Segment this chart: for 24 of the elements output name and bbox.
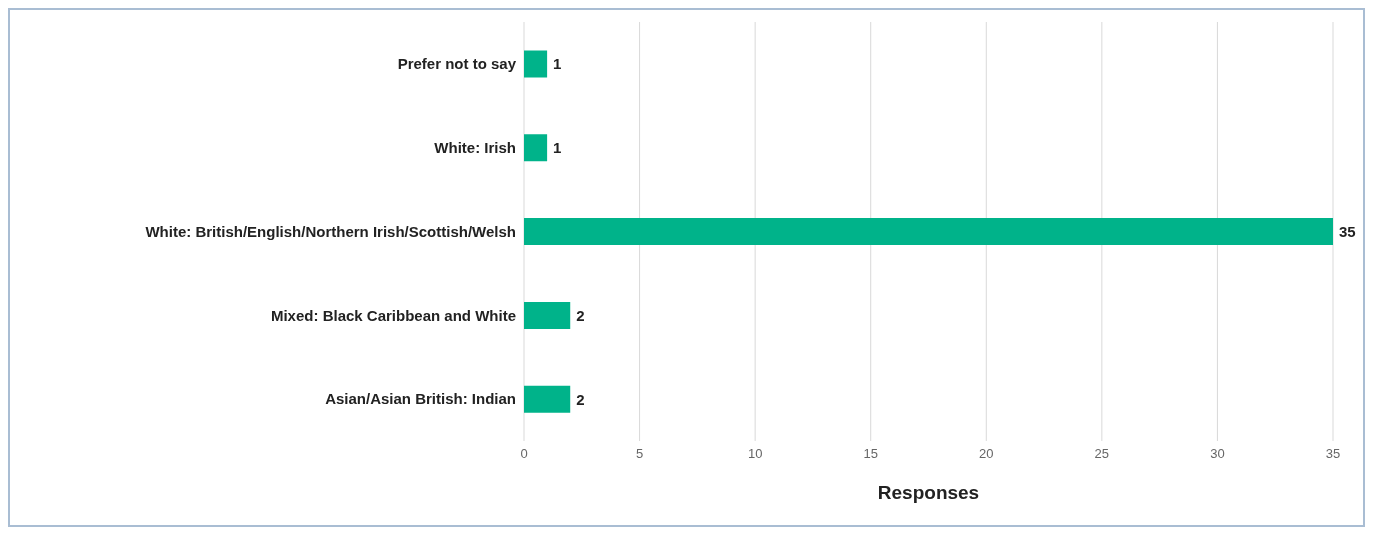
x-tick-label: 35	[1325, 446, 1341, 462]
x-tick-label: 5	[635, 446, 644, 462]
bar	[524, 134, 548, 162]
data-label: 35	[1339, 222, 1356, 240]
y-tick-label: White: Irish	[434, 139, 516, 157]
x-axis-title: Responses	[877, 482, 980, 503]
bar	[524, 385, 571, 413]
bar	[524, 218, 1333, 246]
x-tick-label: 30	[1210, 446, 1225, 462]
bar	[524, 50, 548, 78]
data-label: 1	[553, 139, 562, 157]
y-tick-label: Mixed: Black Caribbean and White	[270, 306, 516, 324]
bar	[524, 301, 571, 329]
x-tick-label: 0	[520, 446, 528, 462]
x-tick-label: 20	[979, 446, 994, 462]
data-label: 2	[576, 306, 585, 324]
y-tick-label: White: British/English/Northern Irish/Scottish/Welsh	[145, 222, 516, 240]
data-label: 2	[576, 390, 585, 408]
y-tick-label: Asian/Asian British: Indian	[325, 390, 516, 408]
x-tick-label: 25	[1094, 446, 1110, 462]
y-tick-label: Prefer not to say	[397, 55, 517, 73]
x-tick-label: 15	[863, 446, 878, 462]
x-tick-label: 10	[747, 446, 763, 462]
data-label: 1	[553, 55, 562, 73]
